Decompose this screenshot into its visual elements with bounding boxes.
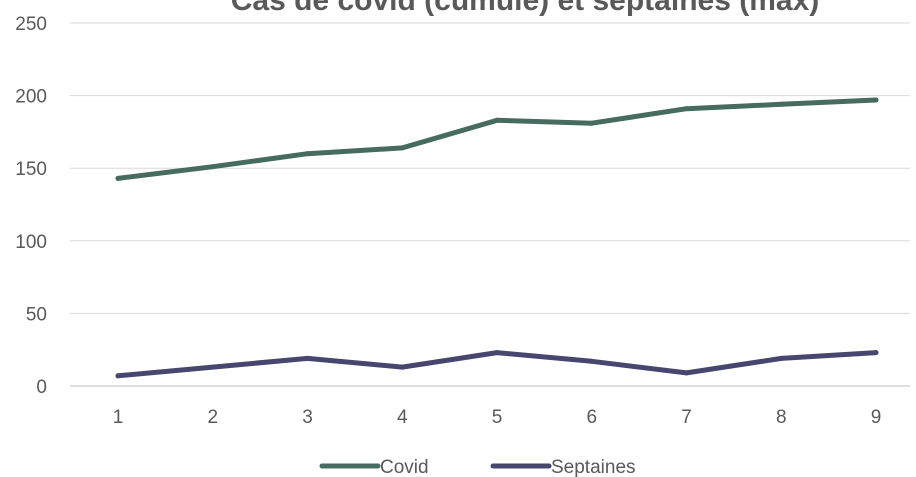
data-point-covid bbox=[778, 101, 784, 107]
y-tick-label: 200 bbox=[15, 87, 47, 108]
series-lines bbox=[115, 97, 879, 379]
x-tick-label: 4 bbox=[397, 407, 408, 428]
data-point-covid bbox=[873, 97, 879, 103]
data-point-septaines bbox=[494, 350, 500, 356]
y-tick-label: 50 bbox=[26, 304, 47, 325]
data-point-covid bbox=[684, 106, 689, 112]
series-line-covid bbox=[115, 97, 879, 181]
data-point-septaines bbox=[873, 350, 879, 356]
legend-label-covid: Covid bbox=[380, 457, 429, 477]
grid-lines bbox=[70, 22, 910, 387]
y-tick-label: 0 bbox=[36, 377, 47, 398]
data-point-septaines bbox=[778, 355, 784, 361]
y-tick-label: 250 bbox=[15, 14, 47, 35]
data-point-septaines bbox=[399, 364, 405, 370]
data-point-covid bbox=[115, 175, 121, 181]
x-axis-ticks: 1 2 3 4 5 6 7 8 9 bbox=[113, 407, 882, 428]
series-line-septaines bbox=[115, 350, 879, 379]
legend: Covid Septaines bbox=[319, 457, 636, 477]
y-axis-ticks: 0 50 100 150 200 250 bbox=[15, 14, 47, 398]
x-tick-label: 8 bbox=[776, 407, 787, 428]
data-point-covid bbox=[494, 117, 500, 123]
y-tick-label: 150 bbox=[15, 159, 47, 180]
data-point-septaines bbox=[684, 370, 689, 376]
x-tick-label: 2 bbox=[207, 407, 218, 428]
x-tick-label: 6 bbox=[586, 407, 597, 428]
data-point-septaines bbox=[305, 355, 310, 361]
data-point-septaines bbox=[115, 373, 121, 379]
legend-label-septaines: Septaines bbox=[551, 457, 636, 477]
data-point-septaines bbox=[210, 364, 216, 370]
x-tick-label: 9 bbox=[871, 407, 882, 428]
x-tick-label: 7 bbox=[681, 407, 692, 428]
chart-title: Cas de covid (cumulé) et septaines (max) bbox=[231, 0, 820, 17]
data-point-covid bbox=[210, 164, 216, 170]
data-point-septaines bbox=[589, 358, 595, 364]
data-point-covid bbox=[399, 145, 405, 151]
data-point-covid bbox=[589, 120, 595, 126]
data-point-covid bbox=[305, 151, 310, 157]
x-tick-label: 5 bbox=[492, 407, 503, 428]
x-tick-label: 1 bbox=[113, 407, 124, 428]
x-tick-label: 3 bbox=[302, 407, 313, 428]
y-tick-label: 100 bbox=[15, 232, 47, 253]
